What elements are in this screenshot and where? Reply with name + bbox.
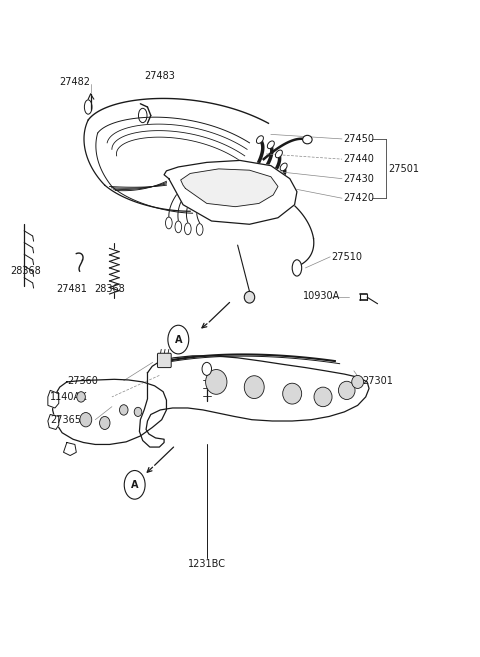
Ellipse shape [244,376,264,399]
Text: 1140AK: 1140AK [50,392,88,402]
Polygon shape [180,169,278,207]
Text: 27501: 27501 [388,164,419,174]
Polygon shape [164,160,297,224]
Ellipse shape [267,141,275,148]
Ellipse shape [175,221,181,233]
Text: 1231BC: 1231BC [188,559,226,570]
Text: 27440: 27440 [343,154,374,164]
Ellipse shape [134,407,142,417]
Polygon shape [53,379,167,444]
Ellipse shape [276,150,282,158]
Polygon shape [48,415,59,430]
Text: 27365: 27365 [50,415,81,424]
Ellipse shape [184,223,191,235]
Ellipse shape [80,413,92,427]
Ellipse shape [77,392,85,402]
Text: 27420: 27420 [343,193,374,203]
Text: 27510: 27510 [332,252,362,262]
Text: 27482: 27482 [60,78,91,87]
Ellipse shape [256,136,264,143]
Ellipse shape [283,383,301,404]
Polygon shape [63,443,76,455]
Ellipse shape [120,405,128,415]
Ellipse shape [292,260,301,276]
Text: 28368: 28368 [10,266,41,276]
Ellipse shape [205,369,227,394]
Ellipse shape [166,217,172,229]
Ellipse shape [352,375,363,388]
Text: A: A [175,334,182,344]
Text: 27481: 27481 [56,284,87,294]
Text: 27301: 27301 [362,376,393,386]
Text: A: A [131,480,138,490]
Ellipse shape [99,417,110,430]
Ellipse shape [196,223,203,235]
Polygon shape [139,356,369,447]
Circle shape [202,363,212,375]
Ellipse shape [244,291,255,303]
Text: 27483: 27483 [144,71,175,81]
Ellipse shape [314,387,332,407]
Text: 27360: 27360 [67,376,98,386]
Text: 10930A: 10930A [303,291,340,301]
Text: 28368: 28368 [94,284,125,294]
FancyBboxPatch shape [157,353,171,367]
Ellipse shape [302,135,312,144]
Ellipse shape [338,381,355,399]
Text: 27450: 27450 [343,134,374,144]
Polygon shape [48,390,59,408]
Text: 27430: 27430 [343,173,374,184]
Ellipse shape [280,163,287,171]
